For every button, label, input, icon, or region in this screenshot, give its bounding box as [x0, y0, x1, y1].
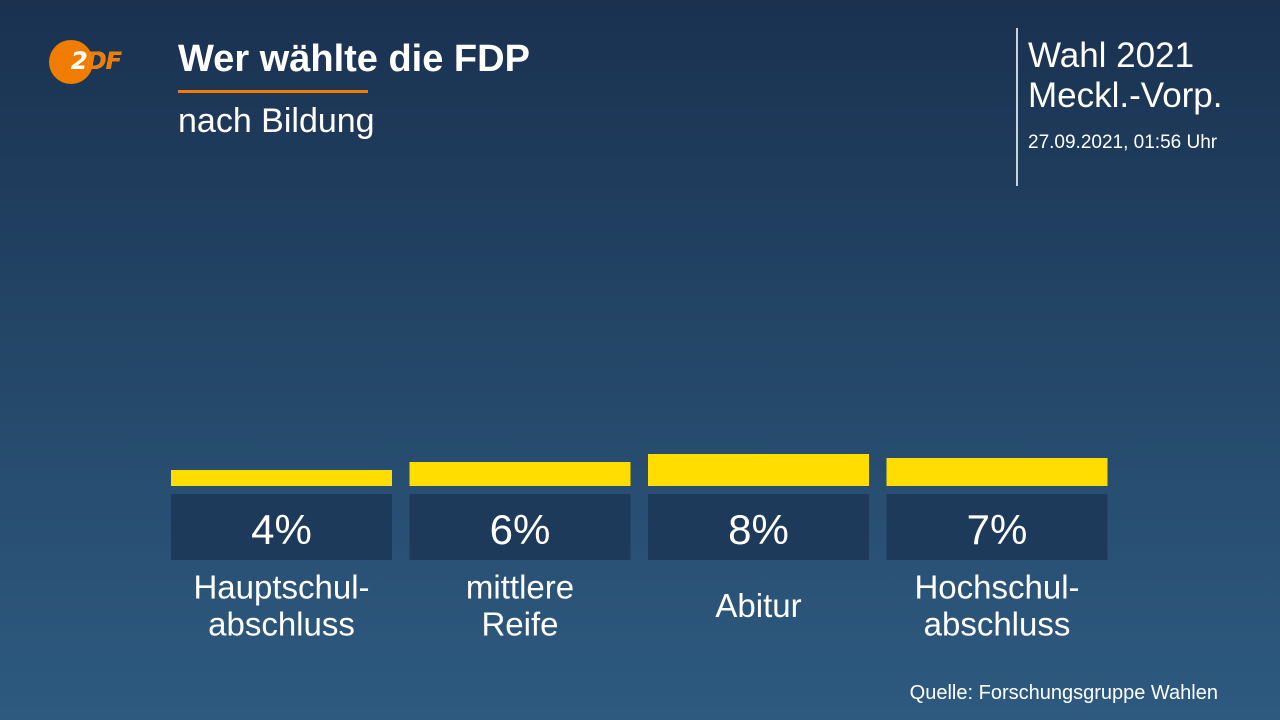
category-label-4-line-1: Hochschul- — [914, 569, 1079, 606]
bar-1 — [171, 470, 392, 486]
zdf-logo: 2DF — [49, 40, 135, 84]
category-label-3-line-1: Abitur — [715, 587, 801, 624]
category-label-1-line-1: Hauptschul- — [193, 569, 369, 606]
timestamp: 27.09.2021, 01:56 Uhr — [1028, 132, 1218, 153]
election-region: Meckl.-Vorp. — [1028, 76, 1223, 115]
value-label-1: 4% — [251, 506, 312, 553]
zdf-logo-circle-icon — [49, 40, 93, 84]
value-box-1 — [171, 494, 392, 560]
election-name: Wahl 2021 — [1028, 36, 1195, 75]
bar-3 — [648, 454, 869, 486]
page-subtitle: nach Bildung — [178, 102, 375, 140]
category-label-4-line-2: abschluss — [924, 606, 1071, 643]
value-label-2: 6% — [490, 506, 551, 553]
header-divider — [1016, 28, 1018, 186]
value-box-2 — [409, 494, 631, 560]
bar-4 — [886, 458, 1108, 486]
category-label-2-line-1: mittlere — [466, 569, 574, 606]
value-label-4: 7% — [967, 506, 1028, 553]
value-label-3: 8% — [728, 506, 789, 553]
page-title: Wer wählte die FDP — [178, 38, 530, 80]
category-label-1-line-2: abschluss — [208, 606, 355, 643]
bar-2 — [409, 462, 631, 486]
category-label-2-line-2: Reife — [481, 606, 558, 643]
value-box-3 — [648, 494, 869, 560]
source-note: Quelle: Forschungsgruppe Wahlen — [909, 682, 1218, 704]
title-underline — [178, 90, 368, 93]
election-label: Wahl 2021 Meckl.-Vorp. — [1028, 36, 1223, 116]
value-box-4 — [886, 494, 1108, 560]
zdf-logo-text: 2DF — [71, 47, 122, 75]
